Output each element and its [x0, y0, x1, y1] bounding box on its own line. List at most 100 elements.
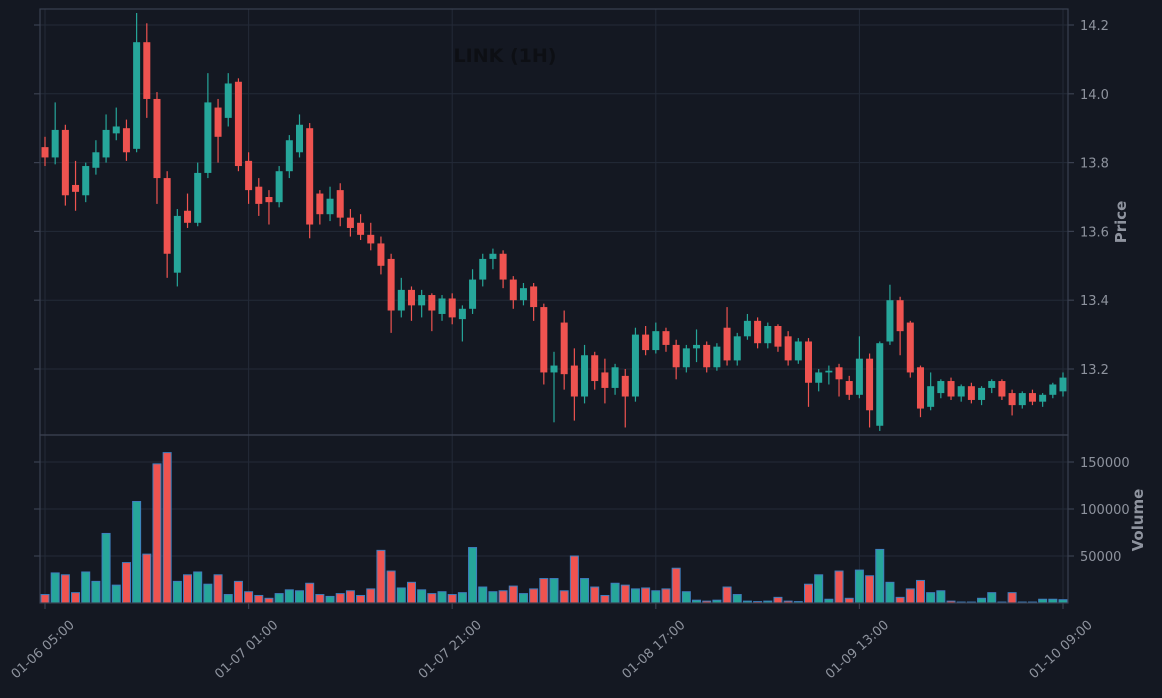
candle — [275, 166, 283, 208]
candle — [265, 190, 273, 225]
candle — [886, 284, 894, 345]
candle — [601, 358, 609, 404]
candle-body — [184, 210, 192, 223]
volume-bar — [356, 594, 366, 604]
volume-bar — [630, 588, 640, 604]
candle-body — [957, 386, 965, 397]
candle-body — [774, 326, 782, 347]
volume-bar — [406, 581, 416, 604]
volume-bar — [539, 578, 549, 604]
candle-body — [937, 381, 945, 394]
candle-body — [153, 98, 161, 179]
volume-bar — [376, 549, 386, 604]
candle — [316, 190, 324, 225]
candle — [357, 214, 365, 240]
candle — [428, 293, 436, 332]
price-axis-label: Price — [1112, 201, 1130, 244]
volume-bar — [91, 580, 101, 604]
price-tick-label: 13.2 — [1080, 363, 1109, 378]
candle — [957, 384, 965, 402]
candle-body — [316, 193, 324, 215]
candle — [754, 317, 762, 349]
candle — [642, 326, 650, 356]
candle-body — [682, 348, 690, 368]
candle — [418, 289, 426, 318]
candle-body — [978, 387, 986, 400]
candle — [927, 372, 935, 411]
candle-body — [357, 222, 365, 235]
candle-body — [509, 279, 517, 301]
candle — [255, 178, 263, 216]
volume-bar — [722, 586, 732, 604]
candle-body — [458, 308, 466, 320]
candle-body — [51, 129, 59, 158]
volume-bar — [549, 578, 559, 604]
candle — [61, 124, 69, 206]
volume-bar — [254, 594, 264, 604]
volume-bar — [437, 591, 447, 604]
candle — [469, 269, 477, 314]
candle — [143, 23, 151, 118]
candle — [631, 327, 639, 402]
candle — [530, 283, 538, 321]
candle-body — [855, 358, 863, 395]
candle-body — [133, 42, 141, 149]
volume-bar — [274, 593, 284, 604]
candle-body — [784, 336, 792, 361]
candle — [367, 222, 375, 251]
candle-body — [1008, 393, 1016, 406]
candle — [693, 329, 701, 363]
volume-bar — [345, 590, 355, 604]
candle-body — [631, 334, 639, 397]
candle — [784, 331, 792, 366]
candle-body — [367, 234, 375, 244]
candle-body — [72, 184, 80, 192]
volume-bar — [193, 571, 203, 604]
candle-body — [642, 334, 650, 351]
candle — [611, 363, 619, 395]
candle — [377, 236, 385, 275]
price-tick-label: 14.2 — [1080, 19, 1109, 34]
candle — [194, 162, 202, 227]
candle-body — [224, 83, 232, 118]
candle-body — [519, 288, 527, 301]
candle-body — [1028, 393, 1036, 402]
candle — [947, 377, 955, 400]
candle-body — [194, 172, 202, 223]
volume-bar — [335, 593, 345, 604]
volume-bar — [325, 595, 335, 604]
candle — [570, 348, 578, 421]
volume-bar — [50, 572, 60, 604]
candle — [296, 114, 303, 158]
volume-bar — [641, 587, 651, 604]
candle-body — [469, 279, 477, 309]
volume-tick-label: 100000 — [1080, 503, 1130, 518]
candle-body — [815, 372, 823, 383]
volume-bar — [569, 555, 579, 604]
candle — [652, 322, 660, 354]
volume-bar — [773, 596, 783, 604]
candle-body — [947, 381, 955, 397]
candle-body — [601, 372, 609, 388]
candle — [815, 369, 823, 392]
candle — [112, 107, 120, 141]
volume-bar — [590, 586, 600, 604]
candle-body — [438, 298, 446, 314]
candle — [621, 369, 629, 428]
candle — [387, 253, 395, 333]
volume-bar — [40, 594, 50, 604]
candle — [591, 351, 599, 390]
volume-tick-label: 50000 — [1080, 550, 1121, 565]
price-tick-label: 13.6 — [1080, 225, 1109, 240]
candle — [550, 351, 558, 423]
volume-bar — [488, 591, 498, 604]
candle — [794, 338, 802, 364]
volume-bar — [661, 588, 671, 604]
candle-body — [621, 375, 629, 397]
volume-bar — [600, 594, 610, 604]
candle-body — [336, 190, 344, 218]
candle-body — [489, 253, 497, 259]
candle-body — [1049, 384, 1057, 395]
volume-bar — [101, 532, 111, 604]
volume-bar — [71, 592, 81, 604]
